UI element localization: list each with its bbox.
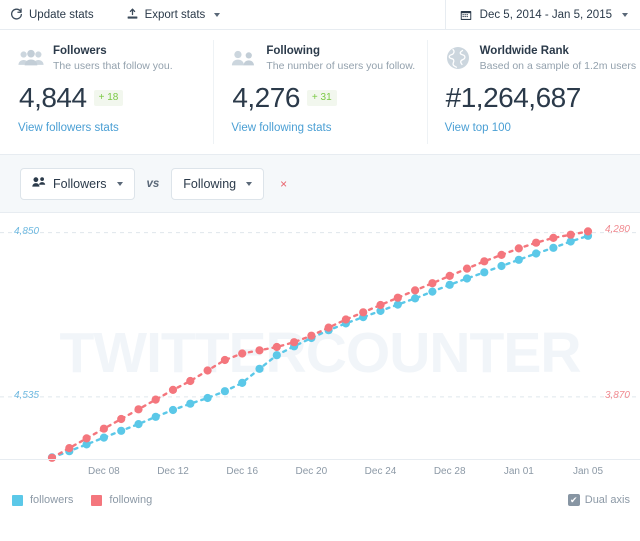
chart-footer: followers following ✔ Dual axis bbox=[0, 485, 640, 515]
x-tick: Jan 01 bbox=[503, 466, 534, 477]
x-tick: Dec 12 bbox=[157, 466, 189, 477]
stat-header: Worldwide Rank Based on a sample of 1.2m… bbox=[445, 44, 640, 74]
stat-title: Following bbox=[266, 45, 320, 57]
following-pair-icon bbox=[231, 45, 257, 71]
legend-label-followers: followers bbox=[30, 494, 74, 506]
legend-item-followers[interactable]: followers bbox=[12, 494, 73, 506]
legend-label-following: following bbox=[109, 494, 153, 506]
primary-metric-select[interactable]: Followers bbox=[20, 167, 135, 200]
view-following-stats-link[interactable]: View following stats bbox=[231, 122, 332, 134]
stat-card-followers: Followers The users that follow you. 4,8… bbox=[0, 30, 213, 154]
stat-text: Followers The users that follow you. bbox=[53, 44, 173, 74]
stat-card-following: Following The number of users you follow… bbox=[213, 30, 426, 154]
stat-text: Worldwide Rank Based on a sample of 1.2m… bbox=[480, 44, 636, 74]
remove-comparison-button[interactable]: × bbox=[280, 176, 288, 191]
stat-delta-badge: + 18 bbox=[93, 90, 124, 106]
followers-group-icon bbox=[18, 45, 44, 71]
dual-axis-label: Dual axis bbox=[584, 494, 630, 506]
x-tick: Jan 05 bbox=[572, 466, 604, 477]
view-top-100-link[interactable]: View top 100 bbox=[444, 122, 511, 134]
toolbar-divider bbox=[445, 0, 446, 30]
x-tick: Dec 24 bbox=[364, 466, 397, 477]
view-followers-stats-link[interactable]: View followers stats bbox=[18, 122, 119, 134]
y-tick-left: 4,850 bbox=[14, 225, 40, 237]
stat-value-row: #1,264,687 bbox=[446, 83, 640, 113]
primary-metric-label: Followers bbox=[53, 176, 107, 191]
date-range-picker[interactable]: Dec 5, 2014 - Jan 5, 2015 bbox=[446, 0, 640, 30]
stat-value: 4,276 bbox=[232, 82, 300, 113]
stat-title: Worldwide Rank bbox=[479, 45, 569, 57]
compare-bar: Followers vs Following × bbox=[0, 155, 640, 213]
chevron-down-icon bbox=[622, 13, 628, 17]
stat-subtitle: Based on a sample of 1.2m users bbox=[479, 60, 637, 72]
x-tick: Dec 16 bbox=[226, 466, 259, 477]
export-stats-label: Export stats bbox=[144, 8, 206, 21]
stat-card-worldwide-rank: Worldwide Rank Based on a sample of 1.2m… bbox=[426, 30, 640, 154]
y-tick-right: 4,280 bbox=[604, 224, 630, 236]
stat-header: Following The number of users you follow… bbox=[231, 44, 426, 74]
stat-header: Followers The users that follow you. bbox=[18, 44, 213, 74]
dual-axis-toggle[interactable]: ✔ Dual axis bbox=[567, 494, 630, 506]
x-tick: Dec 20 bbox=[295, 466, 328, 477]
stat-value-row: 4,276 + 31 bbox=[232, 83, 426, 113]
top-toolbar: Update stats Export stats bbox=[0, 0, 640, 30]
globe-icon bbox=[445, 45, 471, 71]
date-range-label: Dec 5, 2014 - Jan 5, 2015 bbox=[479, 9, 612, 21]
chevron-down-icon bbox=[116, 181, 123, 186]
stat-text: Following The number of users you follow… bbox=[266, 44, 415, 74]
x-axis: Dec 08 Dec 12 Dec 16 Dec 20 Dec 24 Dec 28 Jan … bbox=[0, 459, 640, 485]
x-tick: Dec 08 bbox=[88, 466, 120, 477]
export-stats-button[interactable]: Export stats bbox=[116, 0, 231, 30]
chevron-down-icon bbox=[214, 12, 221, 17]
stat-title: Followers bbox=[53, 45, 107, 57]
followers-pair-icon bbox=[32, 176, 46, 191]
y-tick-left: 4,535 bbox=[14, 389, 40, 401]
vs-label: vs bbox=[146, 177, 160, 190]
checkbox-icon[interactable]: ✔ bbox=[567, 494, 580, 506]
stat-value: #1,264,687 bbox=[445, 82, 582, 113]
x-tick: Dec 28 bbox=[433, 466, 466, 477]
legend-swatch-following bbox=[91, 494, 103, 506]
chart-plot-area bbox=[0, 227, 640, 462]
secondary-metric-select[interactable]: Following bbox=[171, 167, 265, 200]
stat-delta-badge: + 31 bbox=[306, 90, 337, 106]
chevron-down-icon bbox=[246, 181, 253, 186]
legend-swatch-followers bbox=[12, 494, 23, 506]
update-stats-button[interactable]: Update stats bbox=[0, 0, 104, 30]
refresh-icon bbox=[10, 8, 23, 21]
stat-subtitle: The users that follow you. bbox=[53, 60, 173, 72]
stat-cards: Followers The users that follow you. 4,8… bbox=[0, 30, 640, 155]
export-icon bbox=[126, 8, 139, 21]
secondary-metric-label: Following bbox=[183, 176, 237, 191]
legend-item-following[interactable]: following bbox=[91, 494, 152, 506]
stats-chart: TWITTERCOUNTER 4,535 4,850 3,870 4,280 Dec … bbox=[0, 213, 640, 485]
update-stats-label: Update stats bbox=[29, 8, 94, 21]
stat-value: 4,844 bbox=[19, 82, 87, 113]
stat-subtitle: The number of users you follow. bbox=[266, 60, 416, 72]
y-tick-right: 3,870 bbox=[604, 390, 630, 402]
stat-value-row: 4,844 + 18 bbox=[19, 83, 213, 113]
calendar-icon bbox=[460, 9, 473, 22]
